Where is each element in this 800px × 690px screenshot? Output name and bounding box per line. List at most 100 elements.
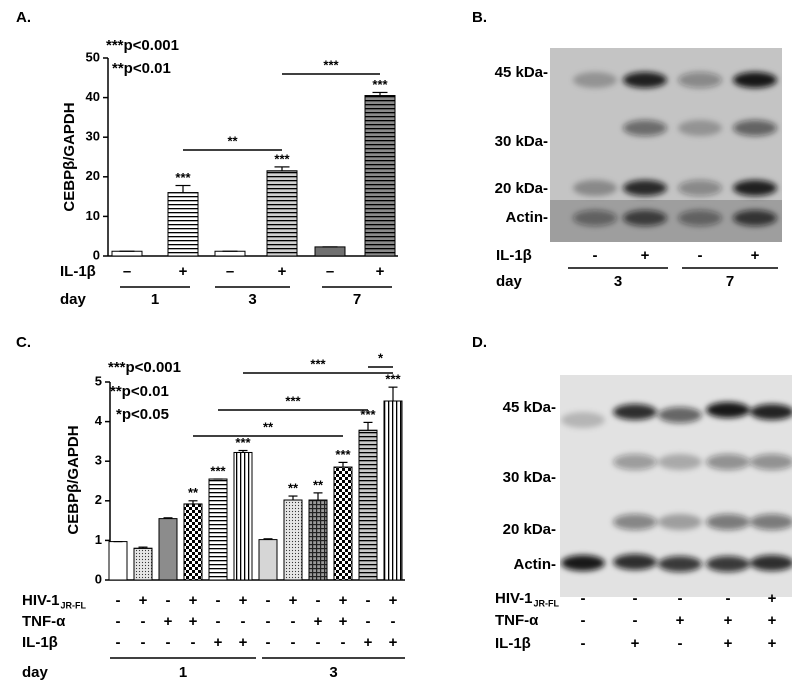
annotation: **p<0.01 [112,60,171,77]
row-mark: - [633,590,638,607]
bracket-label: * [378,350,384,365]
row-mark: - [366,613,371,630]
blot-band [733,72,777,88]
row-mark: - [216,613,221,630]
bracket-label: ** [263,419,274,434]
y-axis-label: CEBPβ/GAPDH [65,425,82,534]
row-mark: - [581,635,586,652]
significance-label: *** [274,151,290,166]
row-mark: - [698,247,703,264]
y-tick-label: 10 [86,208,100,223]
row-mark: + [239,592,248,609]
row-mark: - [216,592,221,609]
bar-pattern [266,170,298,257]
significance-label: *** [360,407,376,422]
size-marker: 45 kDa- [495,64,548,81]
bracket-label: ** [227,133,238,148]
row-mark: – [226,263,234,280]
blot-band [733,180,777,196]
row-mark: – [123,263,131,280]
row-mark: + [364,634,373,651]
row-mark: - [366,592,371,609]
row-mark: - [316,592,321,609]
blot-band [706,402,750,418]
blot-band [623,72,667,88]
row-label: IL-1β [22,634,58,651]
row-mark: - [391,613,396,630]
blot-band [623,180,667,196]
row-mark: - [116,634,121,651]
row-mark: + [189,613,198,630]
blot-band [706,514,750,530]
significance-label: *** [385,372,401,387]
bar-pattern [133,547,153,581]
bar-pattern [233,451,253,581]
row-mark: - [678,635,683,652]
bar-pattern [358,429,378,581]
y-tick-label: 20 [86,168,100,183]
significance-label: *** [175,170,191,185]
blot-band [573,180,617,196]
bar [258,539,278,581]
row-mark: - [141,613,146,630]
annotation: ***p<0.001 [108,359,181,376]
row-mark: + [339,592,348,609]
panel-letter: C. [16,334,31,351]
row-mark: + [339,613,348,630]
row-mark: + [278,263,287,280]
blot-band [750,555,792,571]
bar-pattern [383,400,403,581]
y-tick-label: 40 [86,89,100,104]
blot-band [658,514,702,530]
bar-pattern [283,499,303,581]
blot-band [706,454,750,470]
y-tick-label: 3 [95,453,102,468]
row-mark: + [724,612,733,629]
row-mark: - [166,634,171,651]
row-mark: + [768,590,777,607]
y-tick-label: 5 [95,373,102,388]
row-label: TNF-α [495,612,539,629]
size-marker: Actin- [514,556,557,573]
blot-band [573,210,617,226]
row-mark: - [726,590,731,607]
bar-pattern [308,499,328,581]
blot-band [613,554,657,570]
row-mark: - [141,634,146,651]
panel-letter: B. [472,9,487,26]
row-mark: + [641,247,650,264]
group-name: 7 [726,273,734,290]
significance-label: *** [335,447,351,462]
row-mark: - [166,592,171,609]
group-name: 3 [614,273,622,290]
blot-band [733,210,777,226]
y-tick-label: 1 [95,532,102,547]
row-mark: + [189,592,198,609]
row-mark: – [326,263,334,280]
row-mark: + [768,612,777,629]
row-label: IL-1β [60,263,96,280]
size-marker: Actin- [506,209,549,226]
row-mark: - [116,613,121,630]
significance-label: *** [372,77,388,92]
row-mark: - [191,634,196,651]
row-label: TNF-α [22,613,66,630]
group-label: day [496,273,523,290]
row-mark: + [139,592,148,609]
bar-pattern [208,478,228,581]
size-marker: 20 kDa- [503,521,556,538]
row-mark: + [239,634,248,651]
bracket-label: *** [323,57,339,72]
row-mark: + [389,592,398,609]
y-tick-label: 0 [95,571,102,586]
size-marker: 30 kDa- [503,469,556,486]
row-label: HIV-1 [22,592,60,609]
row-mark: + [214,634,223,651]
bar-pattern [183,503,203,581]
row-label: IL-1β [495,635,531,652]
row-mark: + [724,635,733,652]
bar [314,246,346,257]
group-name: 7 [353,291,361,308]
blot-band [750,404,792,420]
